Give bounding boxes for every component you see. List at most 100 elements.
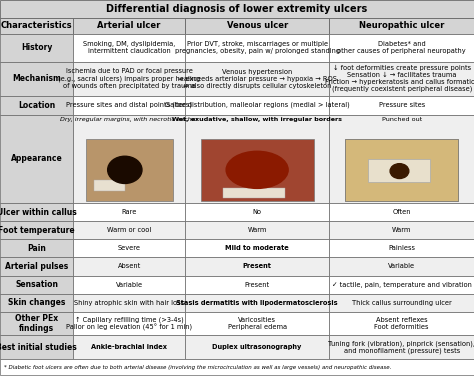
Bar [368,159,430,182]
Text: Varicosities
Peripheral edema: Varicosities Peripheral edema [228,317,287,330]
Text: Sensation: Sensation [15,280,58,289]
Text: Gaiter distribution, malleolar regions (medial > lateral): Gaiter distribution, malleolar regions (… [165,102,349,108]
Bar [73,18,185,33]
Bar [185,203,329,221]
Bar [73,115,185,203]
Text: Ulcer within callus: Ulcer within callus [0,208,77,217]
Bar [185,294,329,312]
Bar [185,96,329,115]
Text: Thick callus surrounding ulcer: Thick callus surrounding ulcer [352,300,452,306]
Bar [185,258,329,276]
Text: Neuropathic ulcer: Neuropathic ulcer [359,21,445,30]
Bar [185,18,329,33]
Text: Duplex ultrasonography: Duplex ultrasonography [212,344,302,350]
Text: Skin changes: Skin changes [8,298,65,307]
Text: Arterial pulses: Arterial pulses [5,262,68,271]
Bar [329,276,474,294]
Bar [329,221,474,239]
Bar [0,115,73,203]
Bar [329,33,474,62]
Text: Ankle-brachial index: Ankle-brachial index [91,344,167,350]
Bar [329,203,474,221]
Bar [185,115,329,203]
Bar [0,62,73,96]
Bar [73,276,185,294]
Text: Punched out: Punched out [382,117,422,122]
Bar [185,239,329,258]
Text: Location: Location [18,101,55,110]
Bar [0,33,73,62]
Text: Pressure sites: Pressure sites [379,102,425,108]
Text: No: No [253,209,262,215]
Bar [0,221,73,239]
Text: Warm: Warm [247,227,267,233]
Bar [0,335,73,359]
Circle shape [108,156,142,183]
Circle shape [390,164,409,179]
Bar [329,115,474,203]
Text: Other PEx
findings: Other PEx findings [15,314,58,333]
Bar [73,258,185,276]
Bar [201,139,313,201]
Bar [329,239,474,258]
Text: Often: Often [392,209,411,215]
Bar [0,258,73,276]
Bar [346,139,458,201]
Text: ↑ Capillary refilling time (>3-4s)
Pallor on leg elevation (45° for 1 min): ↑ Capillary refilling time (>3-4s) Pallo… [66,316,192,331]
Text: Venous hypertension
⇒ exceeds arteriolar pressure → hypoxia → ROS
⇒ also directl: Venous hypertension ⇒ exceeds arteriolar… [178,69,337,89]
Bar [329,258,474,276]
Bar [73,294,185,312]
Bar [0,96,73,115]
Bar [0,239,73,258]
Bar [0,203,73,221]
Text: Severe: Severe [118,246,141,251]
Text: Pain: Pain [27,244,46,253]
Text: Present: Present [243,264,272,270]
Bar [185,335,329,359]
Text: Present: Present [245,282,270,288]
Bar [329,96,474,115]
Bar [73,335,185,359]
Bar [0,359,474,375]
Text: Venous ulcer: Venous ulcer [227,21,288,30]
Text: Smoking, DM, dyslipidemia,
intermittent claudication: Smoking, DM, dyslipidemia, intermittent … [83,41,175,54]
Bar [0,0,474,18]
Text: ✓ tactile, pain, temperature and vibration: ✓ tactile, pain, temperature and vibrati… [332,282,472,288]
Bar [73,62,185,96]
Bar [0,294,73,312]
Bar [73,33,185,62]
Bar [346,139,458,201]
Bar [185,276,329,294]
Text: Prior DVT, stroke, miscarriages or multiple
pregnancies, obesity, pain w/ prolon: Prior DVT, stroke, miscarriages or multi… [174,41,340,54]
Bar [0,18,73,33]
Text: Mechanism: Mechanism [12,74,61,83]
Text: Variable: Variable [116,282,143,288]
Text: Painless: Painless [388,246,415,251]
Bar [73,96,185,115]
Text: Ischemia due to PAD or focal pressure
(e.g., sacral ulcers) impairs proper heali: Ischemia due to PAD or focal pressure (e… [58,68,201,89]
Text: Mild to moderate: Mild to moderate [225,246,289,251]
Text: Differential diagnosis of lower extremity ulcers: Differential diagnosis of lower extremit… [106,4,368,14]
Text: Warm: Warm [392,227,411,233]
Bar [329,62,474,96]
Text: Pressure sites and distal points (toes): Pressure sites and distal points (toes) [66,102,192,108]
Bar [185,221,329,239]
Bar [185,312,329,335]
Text: Foot temperature: Foot temperature [0,226,75,235]
Bar [73,312,185,335]
Ellipse shape [226,151,288,188]
Text: Stasis dermatitis with lipodermatosclerosis: Stasis dermatitis with lipodermatosclero… [176,300,338,306]
Text: Variable: Variable [388,264,415,270]
Bar [329,312,474,335]
Bar [94,180,125,191]
Text: Wet, exudative, shallow, with irregular borders: Wet, exudative, shallow, with irregular … [172,117,342,122]
Bar [329,335,474,359]
Text: Tuning fork (vibration), pinprick (sensation),
and monofilament (pressure) tests: Tuning fork (vibration), pinprick (sensa… [328,340,474,354]
Text: Shiny atrophic skin with hair loss: Shiny atrophic skin with hair loss [74,300,184,306]
Text: * Diabetic foot ulcers are often due to both arterial disease (involving the mic: * Diabetic foot ulcers are often due to … [4,365,391,370]
Text: Absent: Absent [118,264,141,270]
Bar [73,239,185,258]
Text: Rare: Rare [121,209,137,215]
Text: Absent reflexes
Foot deformities: Absent reflexes Foot deformities [374,317,429,330]
Text: Arterial ulcer: Arterial ulcer [98,21,161,30]
